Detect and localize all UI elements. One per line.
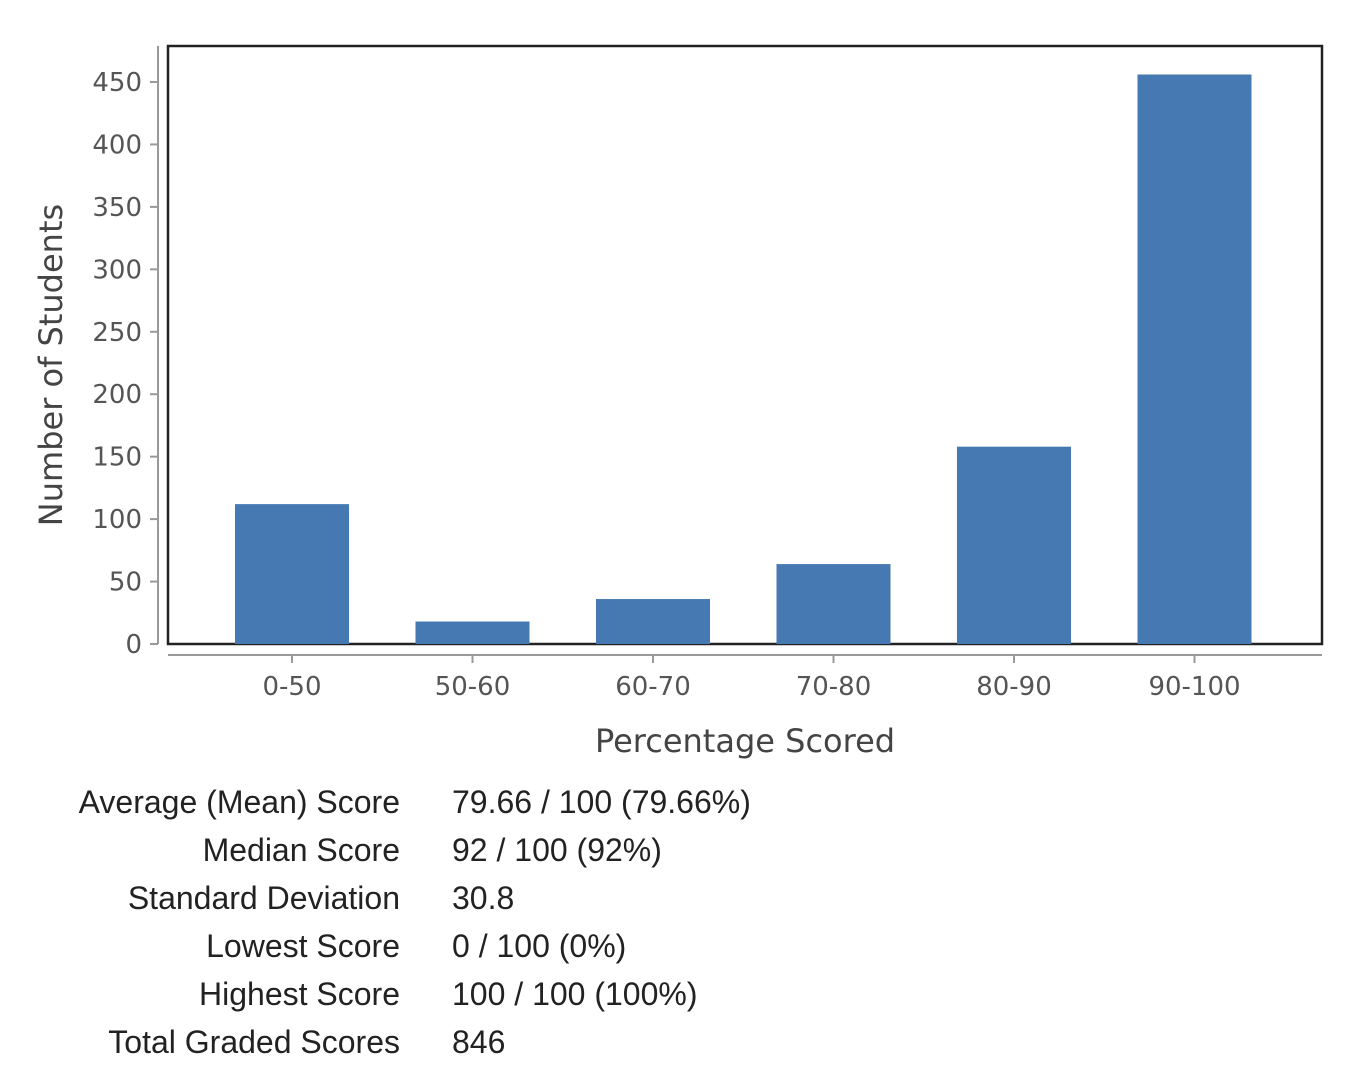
y-tick-label: 100 [92, 505, 142, 535]
x-tick-label: 80-90 [976, 672, 1052, 702]
bar-50-60 [415, 621, 530, 644]
bars [235, 74, 1252, 645]
stat-label: Highest Score [199, 975, 400, 1012]
stat-row: Standard Deviation 30.8 [0, 874, 1350, 922]
y-tick-label: 200 [92, 380, 142, 410]
y-tick-label: 0 [125, 630, 142, 660]
y-tick-label: 250 [92, 318, 142, 348]
stat-row: Lowest Score 0 / 100 (0%) [0, 922, 1350, 970]
bar-70-80 [776, 564, 891, 644]
y-tick-label: 400 [92, 130, 142, 160]
y-ticks: 0 50 100 150 200 250 300 350 400 450 [92, 68, 158, 660]
x-tick-label: 90-100 [1148, 672, 1240, 702]
stat-value: 100 / 100 (100%) [452, 975, 698, 1012]
x-tick-label: 0-50 [262, 672, 321, 702]
stat-row: Total Graded Scores 846 [0, 1018, 1350, 1066]
stat-row: Average (Mean) Score 79.66 / 100 (79.66%) [0, 778, 1350, 826]
y-tick-label: 150 [92, 443, 142, 473]
y-tick-label: 450 [92, 68, 142, 98]
stat-row: Highest Score 100 / 100 (100%) [0, 970, 1350, 1018]
score-distribution-chart: 0 50 100 150 200 250 300 350 400 450 0-50 50-60 60-… [32, 44, 1324, 760]
plot-frame [166, 44, 1324, 646]
stat-label: Total Graded Scores [108, 1023, 400, 1060]
stat-value: 79.66 / 100 (79.66%) [452, 783, 751, 820]
y-tick-label: 350 [92, 193, 142, 223]
stat-label: Lowest Score [206, 927, 400, 964]
stat-label: Standard Deviation [127, 879, 400, 916]
bar-60-70 [596, 599, 710, 644]
x-tick-label: 50-60 [435, 672, 511, 702]
x-ticks: 0-50 50-60 60-70 70-80 80-90 90-100 [262, 655, 1241, 702]
stat-label: Average (Mean) Score [78, 783, 400, 820]
y-tick-label: 300 [92, 255, 142, 285]
y-axis-title: Number of Students [32, 204, 70, 526]
x-axis-title: Percentage Scored [595, 722, 895, 760]
stat-value: 846 [452, 1023, 506, 1060]
stat-label: Median Score [202, 831, 400, 868]
stat-value: 30.8 [452, 879, 515, 916]
bar-80-90 [957, 446, 1071, 644]
y-tick-label: 50 [109, 568, 142, 598]
stat-value: 0 / 100 (0%) [452, 927, 627, 964]
score-statistics: Average (Mean) Score 79.66 / 100 (79.66%)… [0, 778, 1350, 1066]
bar-90-100 [1137, 74, 1252, 645]
x-tick-label: 60-70 [615, 672, 691, 702]
stat-value: 92 / 100 (92%) [452, 831, 662, 868]
bar-0-50 [235, 504, 349, 644]
x-tick-label: 70-80 [796, 672, 872, 702]
stat-row: Median Score 92 / 100 (92%) [0, 826, 1350, 874]
